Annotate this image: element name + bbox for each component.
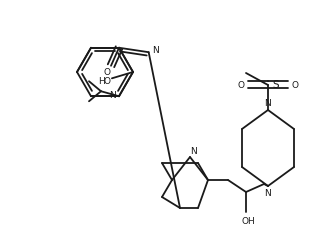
Text: N: N — [265, 98, 271, 108]
Text: O: O — [291, 81, 298, 89]
Text: O: O — [103, 68, 110, 77]
Text: N: N — [152, 46, 159, 55]
Text: N: N — [191, 147, 197, 156]
Text: O: O — [103, 77, 110, 86]
Text: OH: OH — [241, 217, 255, 225]
Text: N: N — [265, 188, 271, 197]
Text: O: O — [238, 81, 244, 89]
Text: H: H — [99, 77, 105, 86]
Text: N: N — [109, 91, 116, 100]
Text: S: S — [272, 80, 279, 90]
